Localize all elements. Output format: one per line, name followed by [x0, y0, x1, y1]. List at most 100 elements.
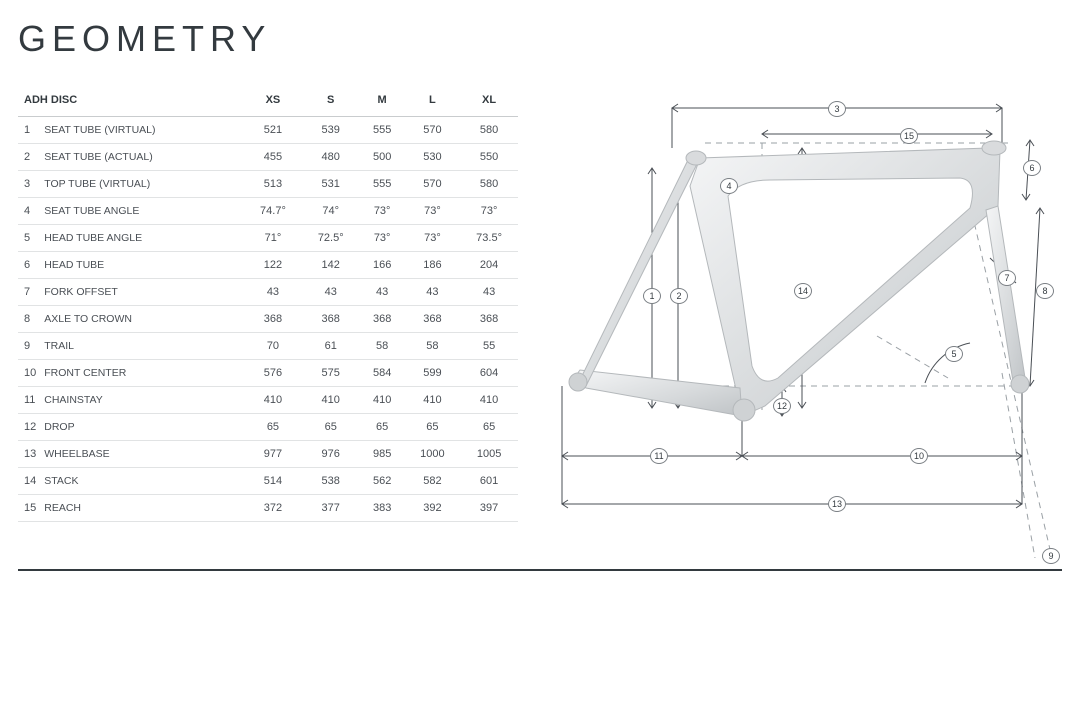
cell-value: 71° — [244, 225, 302, 252]
cell-value: 122 — [244, 252, 302, 279]
row-label: FRONT CENTER — [40, 360, 244, 387]
frame-diagram: 123456789101112131415 — [530, 88, 1060, 558]
cell-value: 43 — [244, 279, 302, 306]
cell-value: 555 — [360, 171, 405, 198]
cell-value: 570 — [405, 117, 461, 144]
row-index: 12 — [18, 414, 40, 441]
geometry-table-wrap: ADH DISCXSSMLXL 1SEAT TUBE (VIRTUAL)5215… — [18, 88, 518, 558]
dimension-callout: 7 — [998, 270, 1016, 286]
cell-value: 43 — [360, 279, 405, 306]
cell-value: 410 — [460, 387, 518, 414]
cell-value: 74.7° — [244, 198, 302, 225]
row-label: TOP TUBE (VIRTUAL) — [40, 171, 244, 198]
cell-value: 73° — [405, 198, 461, 225]
dimension-callout: 14 — [794, 283, 812, 299]
row-index: 3 — [18, 171, 40, 198]
content-area: ADH DISCXSSMLXL 1SEAT TUBE (VIRTUAL)5215… — [0, 60, 1080, 558]
table-row: 2SEAT TUBE (ACTUAL)455480500530550 — [18, 144, 518, 171]
table-body: 1SEAT TUBE (VIRTUAL)5215395555705802SEAT… — [18, 117, 518, 522]
size-header: L — [405, 88, 461, 117]
table-row: 4SEAT TUBE ANGLE74.7°74°73°73°73° — [18, 198, 518, 225]
cell-value: 576 — [244, 360, 302, 387]
cell-value: 383 — [360, 495, 405, 522]
cell-value: 480 — [302, 144, 360, 171]
table-row: 6HEAD TUBE122142166186204 — [18, 252, 518, 279]
row-label: STACK — [40, 468, 244, 495]
dimension-callout: 2 — [670, 288, 688, 304]
cell-value: 43 — [460, 279, 518, 306]
table-row: 5HEAD TUBE ANGLE71°72.5°73°73°73.5° — [18, 225, 518, 252]
cell-value: 73° — [360, 225, 405, 252]
cell-value: 555 — [360, 117, 405, 144]
cell-value: 584 — [360, 360, 405, 387]
geometry-table: ADH DISCXSSMLXL 1SEAT TUBE (VIRTUAL)5215… — [18, 88, 518, 522]
row-index: 6 — [18, 252, 40, 279]
cell-value: 65 — [460, 414, 518, 441]
dimension-callout: 5 — [945, 346, 963, 362]
row-index: 9 — [18, 333, 40, 360]
table-row: 1SEAT TUBE (VIRTUAL)521539555570580 — [18, 117, 518, 144]
cell-value: 514 — [244, 468, 302, 495]
size-header: XL — [460, 88, 518, 117]
row-label: AXLE TO CROWN — [40, 306, 244, 333]
row-label: HEAD TUBE ANGLE — [40, 225, 244, 252]
cell-value: 1005 — [460, 441, 518, 468]
diagram-svg — [530, 88, 1060, 558]
cell-value: 539 — [302, 117, 360, 144]
table-row: 12DROP6565656565 — [18, 414, 518, 441]
cell-value: 61 — [302, 333, 360, 360]
row-label: WHEELBASE — [40, 441, 244, 468]
row-label: TRAIL — [40, 333, 244, 360]
dimension-callout: 3 — [828, 101, 846, 117]
cell-value: 55 — [460, 333, 518, 360]
cell-value: 455 — [244, 144, 302, 171]
cell-value: 73° — [460, 198, 518, 225]
size-header: S — [302, 88, 360, 117]
page-title: GEOMETRY — [0, 0, 1080, 60]
row-label: SEAT TUBE (ACTUAL) — [40, 144, 244, 171]
size-header: XS — [244, 88, 302, 117]
dimension-callout: 13 — [828, 496, 846, 512]
row-label: HEAD TUBE — [40, 252, 244, 279]
cell-value: 65 — [302, 414, 360, 441]
cell-value: 599 — [405, 360, 461, 387]
size-header: M — [360, 88, 405, 117]
table-model-label: ADH DISC — [18, 88, 244, 117]
cell-value: 580 — [460, 171, 518, 198]
row-index: 15 — [18, 495, 40, 522]
cell-value: 410 — [405, 387, 461, 414]
row-label: DROP — [40, 414, 244, 441]
row-label: CHAINSTAY — [40, 387, 244, 414]
row-index: 1 — [18, 117, 40, 144]
cell-value: 410 — [302, 387, 360, 414]
dimension-callout: 4 — [720, 178, 738, 194]
row-label: REACH — [40, 495, 244, 522]
cell-value: 575 — [302, 360, 360, 387]
row-index: 8 — [18, 306, 40, 333]
cell-value: 72.5° — [302, 225, 360, 252]
cell-value: 580 — [460, 117, 518, 144]
cell-value: 604 — [460, 360, 518, 387]
dimension-callout: 8 — [1036, 283, 1054, 299]
cell-value: 550 — [460, 144, 518, 171]
row-index: 7 — [18, 279, 40, 306]
table-row: 10FRONT CENTER576575584599604 — [18, 360, 518, 387]
cell-value: 582 — [405, 468, 461, 495]
cell-value: 976 — [302, 441, 360, 468]
row-label: FORK OFFSET — [40, 279, 244, 306]
cell-value: 538 — [302, 468, 360, 495]
row-index: 13 — [18, 441, 40, 468]
cell-value: 186 — [405, 252, 461, 279]
table-row: 14STACK514538562582601 — [18, 468, 518, 495]
dimension-callout: 1 — [643, 288, 661, 304]
cell-value: 1000 — [405, 441, 461, 468]
cell-value: 601 — [460, 468, 518, 495]
cell-value: 562 — [360, 468, 405, 495]
cell-value: 204 — [460, 252, 518, 279]
cell-value: 977 — [244, 441, 302, 468]
cell-value: 65 — [360, 414, 405, 441]
cell-value: 392 — [405, 495, 461, 522]
cell-value: 73° — [405, 225, 461, 252]
row-index: 10 — [18, 360, 40, 387]
row-index: 14 — [18, 468, 40, 495]
